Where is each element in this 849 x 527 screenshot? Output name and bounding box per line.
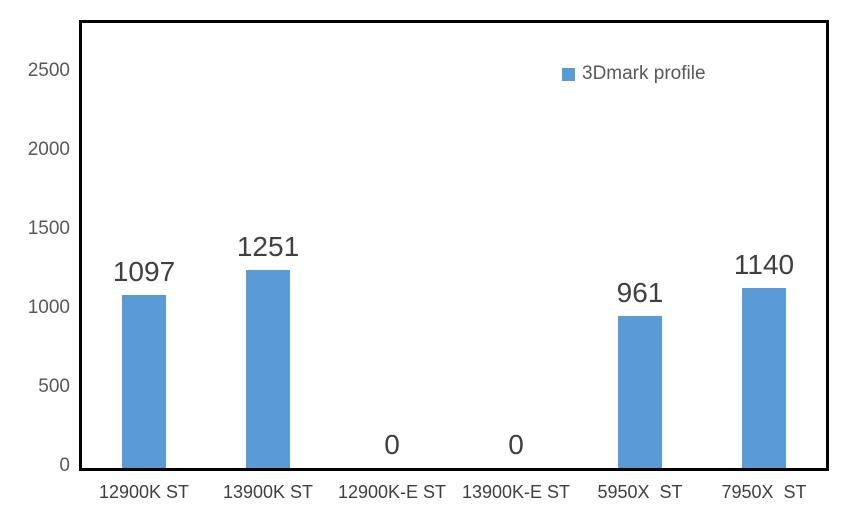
bar-data-label: 0 (508, 429, 524, 460)
legend: 3Dmark profile (562, 64, 706, 84)
y-axis-tick-label: 2500 (27, 59, 70, 81)
x-axis-category-label: 12900K ST (98, 482, 190, 502)
y-axis-tick-label: 1000 (27, 296, 70, 318)
x-axis-category-label: 13900K ST (222, 482, 314, 502)
bar-12900k-st (122, 294, 166, 468)
bar-data-label: 961 (616, 277, 664, 309)
bar-7950x-st (742, 287, 786, 468)
plot-area (79, 20, 829, 471)
bar-13900k-st (246, 270, 290, 468)
x-axis-category-label: 5950X ST (597, 482, 683, 502)
bar-data-label: 1251 (236, 231, 300, 263)
bar-5950x-st (618, 316, 662, 468)
x-axis-category-label: 12900K-E ST (337, 482, 447, 502)
bar-data-label: 0 (384, 429, 400, 460)
bar-data-label: 1140 (733, 248, 795, 280)
legend-series-label: 3Dmark profile (582, 63, 706, 84)
y-axis-tick-label: 1500 (27, 217, 70, 239)
y-axis-tick-label: 2000 (27, 138, 70, 160)
x-axis-category-label: 13900K-E ST (461, 482, 571, 502)
y-axis-tick-label: 500 (38, 375, 70, 397)
x-axis-category-label: 7950X ST (721, 482, 807, 502)
legend-series-marker-icon (562, 67, 575, 81)
bar-data-label: 1097 (112, 255, 176, 287)
y-axis-tick-label: 0 (59, 455, 70, 476)
